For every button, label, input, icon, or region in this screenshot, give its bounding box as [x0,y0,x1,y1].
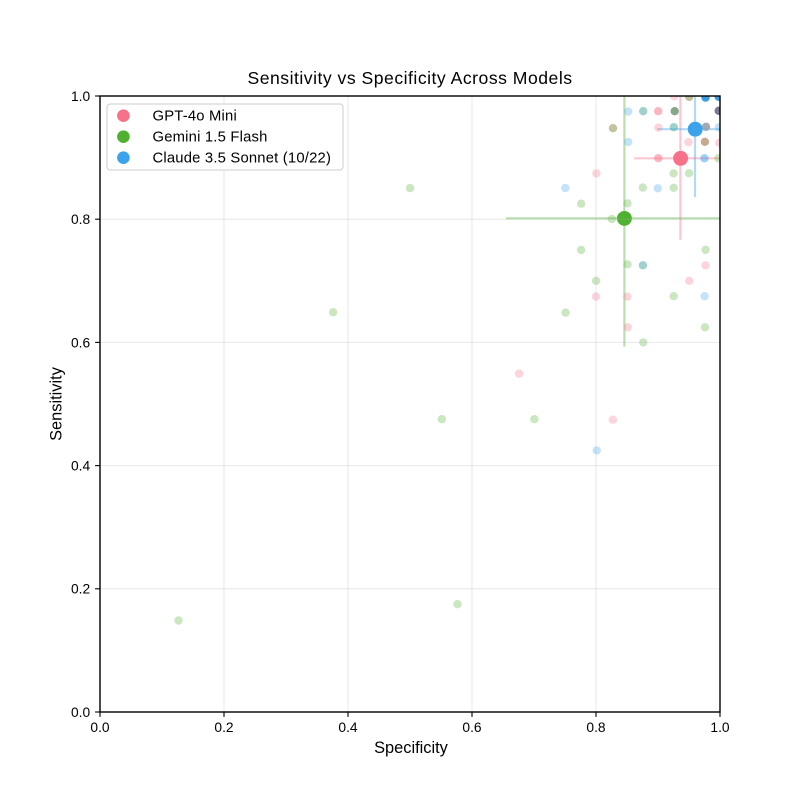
svg-text:0.8: 0.8 [586,720,606,735]
svg-text:0.0: 0.0 [71,705,91,720]
svg-text:1.0: 1.0 [71,89,91,104]
svg-text:0.4: 0.4 [71,459,91,474]
svg-text:0.0: 0.0 [90,720,110,735]
svg-text:GPT-4o Mini: GPT-4o Mini [153,109,237,125]
svg-text:0.6: 0.6 [71,335,91,350]
svg-text:0.6: 0.6 [462,720,482,735]
svg-text:0.2: 0.2 [214,720,233,735]
svg-text:0.4: 0.4 [338,720,358,735]
svg-text:Sensitivity: Sensitivity [48,366,66,441]
svg-text:1.0: 1.0 [710,720,730,735]
svg-text:Specificity: Specificity [374,739,449,757]
svg-text:Sensitivity vs Specificity Acr: Sensitivity vs Specificity Across Models [247,68,572,88]
svg-text:0.8: 0.8 [71,212,91,227]
svg-text:Claude 3.5 Sonnet (10/22): Claude 3.5 Sonnet (10/22) [153,151,332,167]
svg-text:0.2: 0.2 [71,582,90,597]
svg-text:Gemini 1.5 Flash: Gemini 1.5 Flash [153,130,268,146]
